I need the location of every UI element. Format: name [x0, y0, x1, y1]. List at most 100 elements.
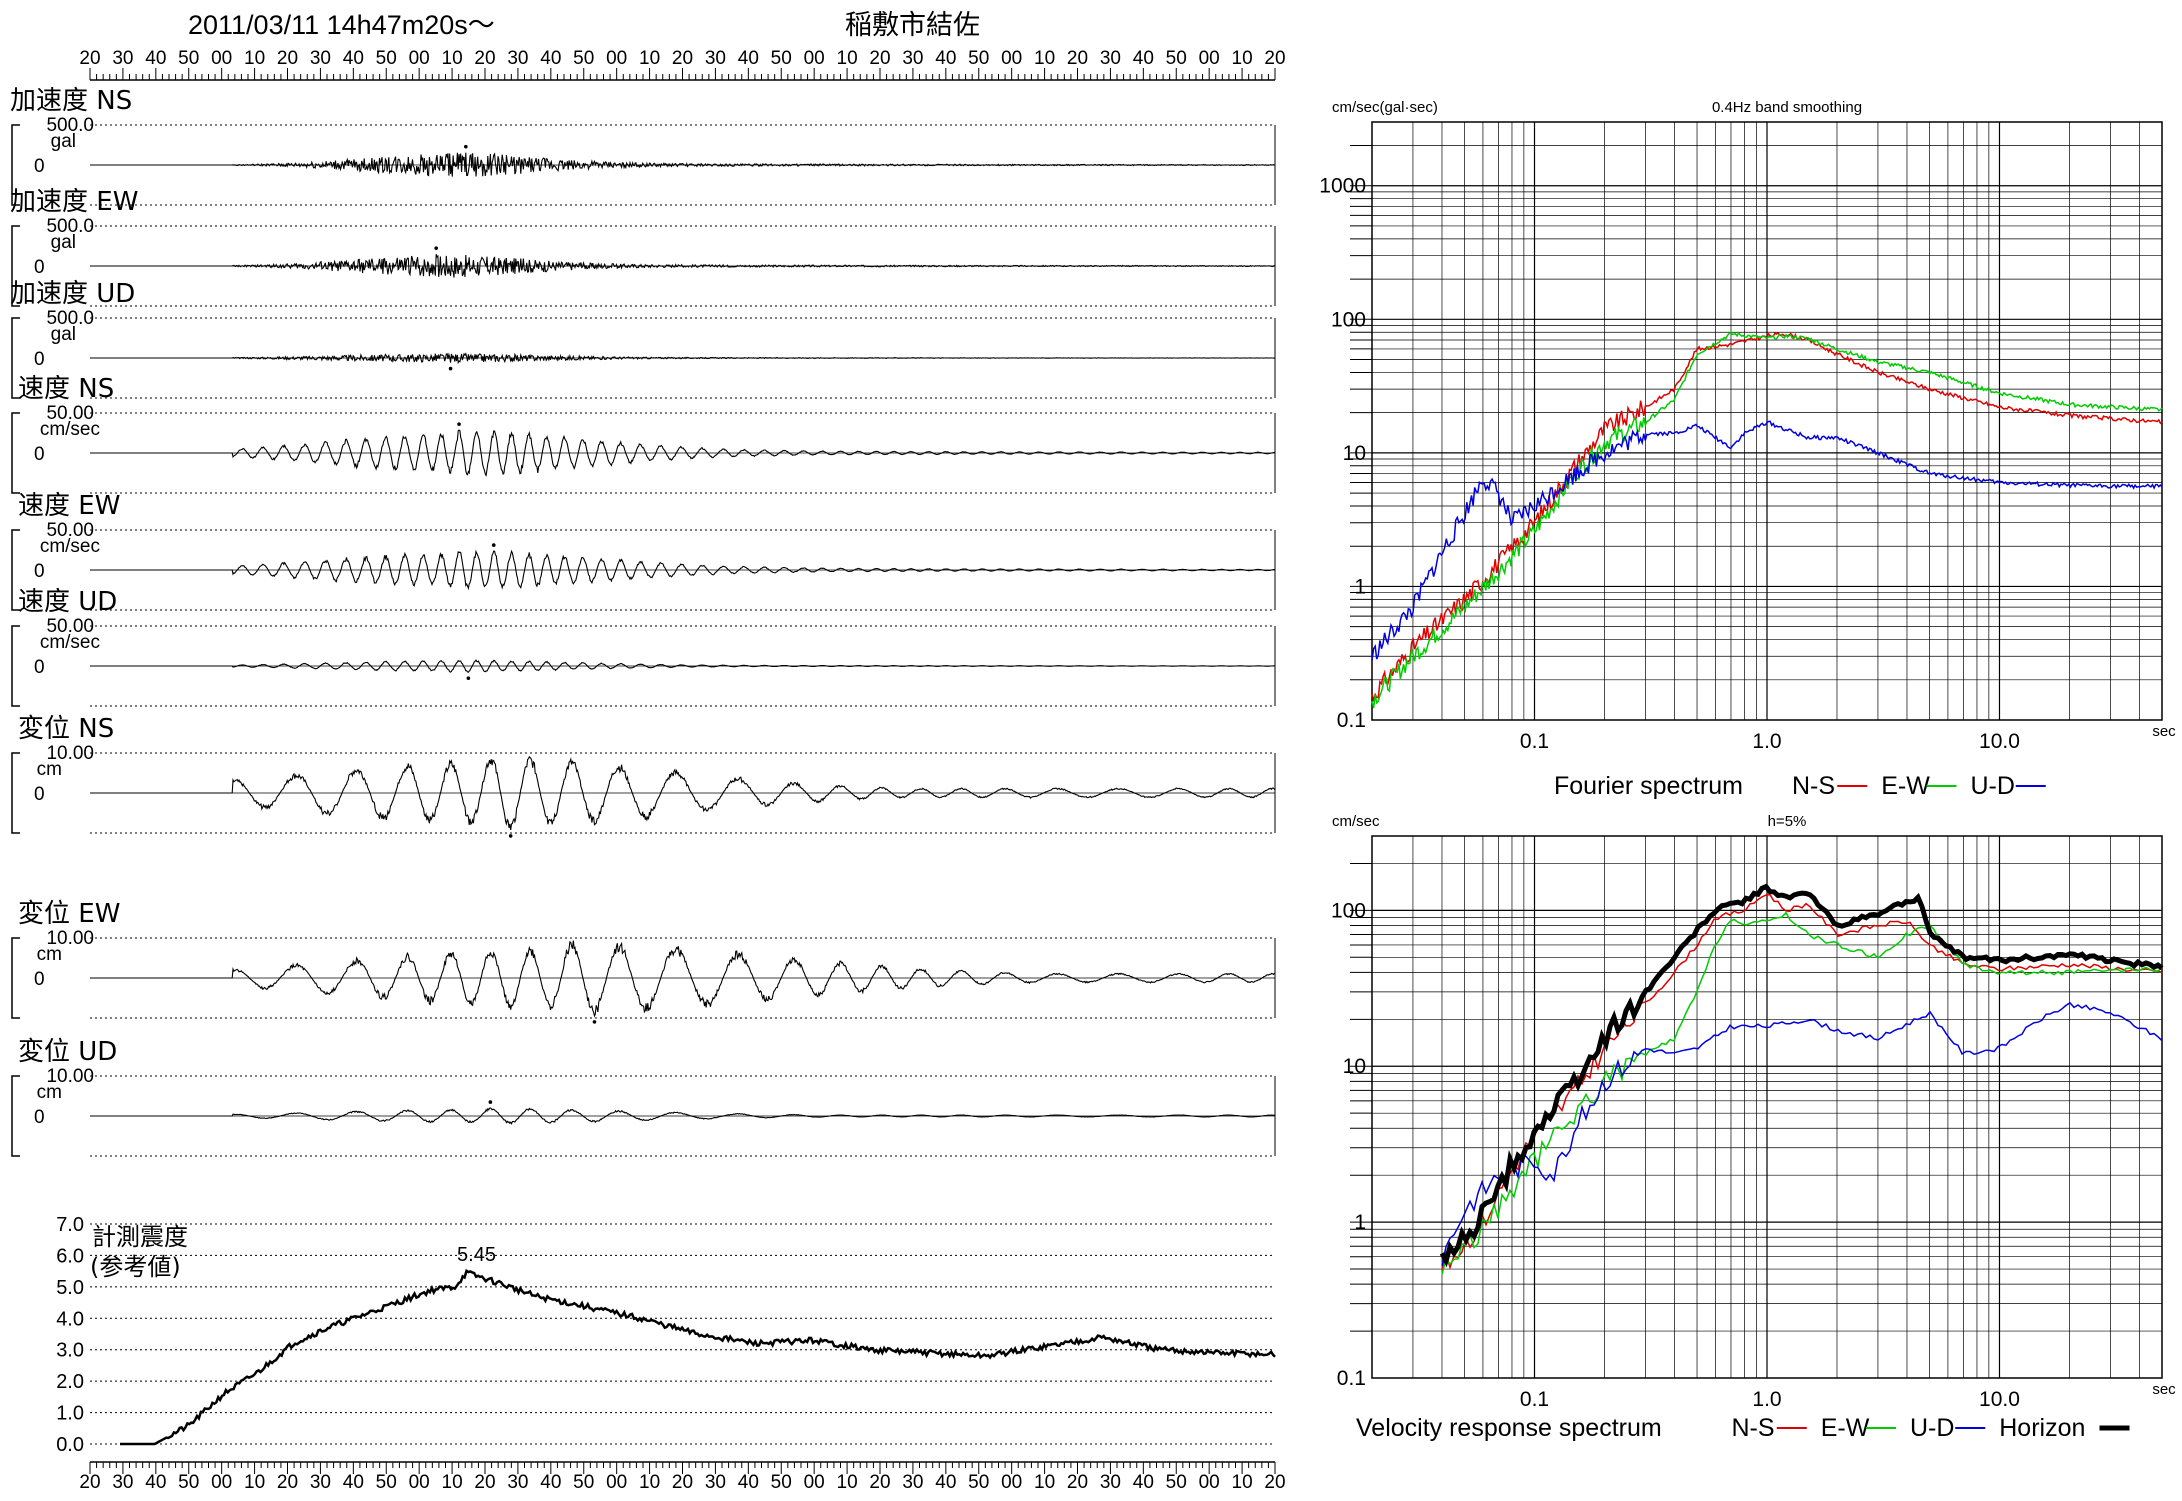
waveform-zero-label: 0 [34, 1107, 45, 1128]
waveform-bracket [11, 529, 20, 611]
legend-title: Velocity response spectrum [1356, 1414, 1662, 1442]
time-tick-label: 50 [573, 1472, 594, 1493]
time-tick-label: 20 [277, 48, 298, 69]
time-tick-label: 00 [804, 48, 825, 69]
time-tick-label: 10 [639, 48, 660, 69]
waveform-bracket [11, 124, 20, 206]
waveform-bracket [11, 752, 20, 834]
time-tick-label: 10 [1034, 48, 1055, 69]
velocity-response-panel: 0.1 1 10 100 0.1 1.0 10.0 sec cm/sec h=5% Velocity… [1331, 813, 2176, 1442]
time-tick-label: 00 [606, 48, 627, 69]
waveform-title: 速度 UD [18, 587, 117, 617]
spectrum-title: 0.4Hz band smoothing [1712, 99, 1862, 116]
time-tick-label: 40 [540, 48, 561, 69]
time-tick-label: 30 [902, 1472, 923, 1493]
intensity-trace [120, 1268, 1276, 1446]
waveform-title: 加速度 NS [10, 86, 132, 116]
time-tick-label: 50 [376, 1472, 397, 1493]
spectrum-xlabel: sec [2152, 723, 2176, 740]
waveform-max-label: 500.0 [46, 115, 94, 136]
spectrum-xtick-label: 0.1 [1520, 1388, 1549, 1411]
time-tick-label: 40 [1133, 48, 1154, 69]
time-tick-label: 50 [771, 1472, 792, 1493]
waveform-unit: gal [51, 131, 76, 152]
waveform-peak-marker [434, 246, 438, 250]
time-tick-label: 30 [507, 1472, 528, 1493]
time-tick-label: 20 [474, 1472, 495, 1493]
fourier-spectrum-panel: 0.1 1 10 100 1000 0.1 1.0 10.0 sec cm/sec(gal·sec… [1319, 99, 2176, 800]
waveform-bracket [11, 625, 20, 707]
waveform-title: 速度 EW [18, 491, 120, 521]
waveform-bracket [11, 225, 20, 307]
time-tick-label: 20 [869, 1472, 890, 1493]
time-tick-label: 40 [738, 1472, 759, 1493]
time-tick-label: 50 [573, 48, 594, 69]
waveform-max-label: 50.00 [46, 520, 94, 541]
time-tick-label: 00 [1001, 1472, 1022, 1493]
waveform-trace [90, 1107, 1276, 1125]
waveform-zero-label: 0 [34, 156, 45, 177]
time-tick-label: 20 [1264, 1472, 1285, 1493]
time-tick-label: 30 [705, 1472, 726, 1493]
time-tick-label: 40 [343, 1472, 364, 1493]
waveform-title: 変位 NS [18, 714, 114, 744]
waveform-max-label: 500.0 [46, 308, 94, 329]
time-tick-label: 20 [1067, 1472, 1088, 1493]
waveform-trace [90, 659, 1275, 673]
intensity-ytick: 5.0 [56, 1277, 84, 1299]
waveform-zero-label: 0 [34, 257, 45, 278]
waveform-bracket [11, 317, 20, 399]
legend-entry: N-S [1732, 1414, 1775, 1442]
time-tick-label: 50 [178, 48, 199, 69]
waveform-peak-marker [592, 1020, 597, 1024]
time-tick-label: 10 [1034, 1472, 1055, 1493]
waveform-trace [90, 253, 1276, 278]
time-tick-label: 10 [639, 1472, 660, 1493]
time-tick-label: 10 [442, 48, 463, 69]
waveform-unit: cm/sec [40, 536, 100, 557]
intensity-ytick: 3.0 [56, 1340, 84, 1362]
intensity-title: 計測震度 [92, 1223, 188, 1251]
time-tick-label: 30 [507, 48, 528, 69]
waveform-peak-marker [508, 834, 513, 838]
legend-entry: E-W [1881, 772, 1930, 800]
time-tick-label: 40 [343, 48, 364, 69]
intensity-ytick: 1.0 [56, 1403, 84, 1425]
time-tick-label: 20 [672, 1472, 693, 1493]
intensity-ytick: 6.0 [56, 1245, 84, 1267]
time-tick-label: 10 [837, 1472, 858, 1493]
time-tick-label: 30 [1100, 48, 1121, 69]
time-tick-label: 30 [902, 48, 923, 69]
spectrum-ytick-label: 1000 [1319, 175, 1366, 198]
waveform-title: 加速度 UD [10, 279, 135, 309]
spectrum-xtick-label: 0.1 [1520, 730, 1549, 753]
waveform-unit: gal [51, 324, 76, 345]
spectrum-series-horizon [1439, 883, 2164, 1268]
time-tick-label: 20 [1264, 48, 1285, 69]
time-tick-label: 00 [409, 1472, 430, 1493]
waveform-max-label: 10.00 [46, 1066, 94, 1087]
spectrum-ytick-label: 0.1 [1337, 1367, 1366, 1390]
time-tick-label: 30 [310, 1472, 331, 1493]
waveform-unit: cm [37, 944, 62, 965]
waveform-trace [90, 940, 1276, 1018]
time-tick-label: 50 [376, 48, 397, 69]
time-tick-label: 40 [540, 1472, 561, 1493]
waveform-max-label: 500.0 [46, 216, 94, 237]
waveform-trace [90, 549, 1275, 591]
spectrum-ytick-label: 0.1 [1337, 709, 1366, 732]
waveform-unit: cm [37, 1082, 62, 1103]
time-tick-label: 50 [968, 48, 989, 69]
spectrum-series-u-d [1441, 1001, 2163, 1266]
spectrum-ylabel: cm/sec(gal·sec) [1332, 99, 1438, 116]
time-tick-label: 00 [211, 48, 232, 69]
record-datetime: 2011/03/11 14h47m20s～ [188, 10, 495, 40]
waveform-trace [90, 152, 1276, 177]
waveform-peak-marker [448, 366, 453, 371]
